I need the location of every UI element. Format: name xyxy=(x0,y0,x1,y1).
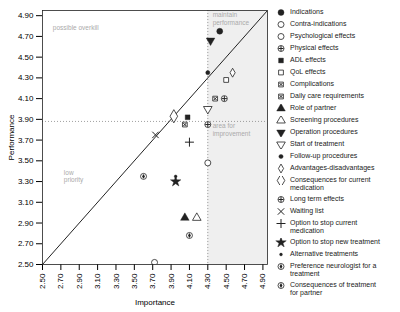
svg-text:2.90: 2.90 xyxy=(18,219,34,228)
html-text:Waiting list: Waiting list xyxy=(290,207,324,214)
svg-text:2.70: 2.70 xyxy=(18,239,34,248)
svg-text:3.10: 3.10 xyxy=(93,273,102,289)
svg-text:2.50: 2.50 xyxy=(18,260,34,269)
html-text:Option to stop current medicat: Option to stop current medication xyxy=(290,219,358,234)
svg-text:4.30: 4.30 xyxy=(203,273,212,289)
svg-text:4.90: 4.90 xyxy=(18,11,34,20)
html-text:Consequences for current medic: Consequences for current medication xyxy=(290,176,371,191)
html-text:Contra-indications: Contra-indications xyxy=(290,20,347,27)
svg-text:area forimprovement: area forimprovement xyxy=(213,122,251,138)
html-text:Screening procedures: Screening procedures xyxy=(290,116,359,123)
svg-text:4.30: 4.30 xyxy=(18,73,34,82)
svg-text:3.90: 3.90 xyxy=(167,273,176,289)
svg-text:3.70: 3.70 xyxy=(148,273,157,289)
html-text:Operation procedures: Operation procedures xyxy=(290,128,358,135)
html-text:Daily care requirements: Daily care requirements xyxy=(290,92,364,99)
svg-text:maintainperformance: maintainperformance xyxy=(213,11,250,27)
svg-text:4.50: 4.50 xyxy=(222,273,231,289)
html-text:Physical effects: Physical effects xyxy=(290,44,339,51)
html-text:Indications: Indications xyxy=(290,8,324,15)
svg-text:3.50: 3.50 xyxy=(18,156,34,165)
html-text:Psychological effects: Psychological effects xyxy=(290,32,356,39)
svg-text:2.50: 2.50 xyxy=(38,273,47,289)
svg-text:3.50: 3.50 xyxy=(130,273,139,289)
svg-text:Performance: Performance xyxy=(7,114,16,160)
html-text:Alternative treatments: Alternative treatments xyxy=(290,250,359,257)
html-text:Role of partner: Role of partner xyxy=(290,104,337,111)
svg-text:4.10: 4.10 xyxy=(185,273,194,289)
svg-text:4.90: 4.90 xyxy=(258,273,267,289)
svg-text:2.90: 2.90 xyxy=(75,273,84,289)
svg-text:4.50: 4.50 xyxy=(18,53,34,62)
svg-text:3.10: 3.10 xyxy=(18,198,34,207)
svg-text:4.70: 4.70 xyxy=(18,32,34,41)
svg-text:possible overkill: possible overkill xyxy=(53,24,99,32)
html-text:Preference neurologist for a t: Preference neurologist for a treatment xyxy=(290,262,377,277)
svg-text:3.70: 3.70 xyxy=(18,136,34,145)
svg-text:2.70: 2.70 xyxy=(56,273,65,289)
html-text:QoL effects: QoL effects xyxy=(290,68,326,75)
html-text:Option to stop new treatment: Option to stop new treatment xyxy=(290,238,380,245)
html-text:Advantages-disadvantages: Advantages-disadvantages xyxy=(290,164,375,171)
html-text:Complications: Complications xyxy=(290,80,334,87)
svg-text:Importance: Importance xyxy=(135,298,176,307)
svg-text:3.30: 3.30 xyxy=(112,273,121,289)
svg-text:lowpriority: lowpriority xyxy=(64,169,84,185)
html-text:Long term effects: Long term effects xyxy=(290,195,344,202)
html-text:Start of treatment: Start of treatment xyxy=(290,140,345,147)
svg-text:3.30: 3.30 xyxy=(18,177,34,186)
html-text:Follow-up procedures: Follow-up procedures xyxy=(290,152,358,159)
svg-text:4.70: 4.70 xyxy=(240,273,249,289)
svg-text:4.10: 4.10 xyxy=(18,94,34,103)
html-text:Consequences of treatment for: Consequences of treatment for partner xyxy=(290,281,376,296)
svg-text:3.90: 3.90 xyxy=(18,115,34,124)
html-text:ADL effects: ADL effects xyxy=(290,56,326,63)
